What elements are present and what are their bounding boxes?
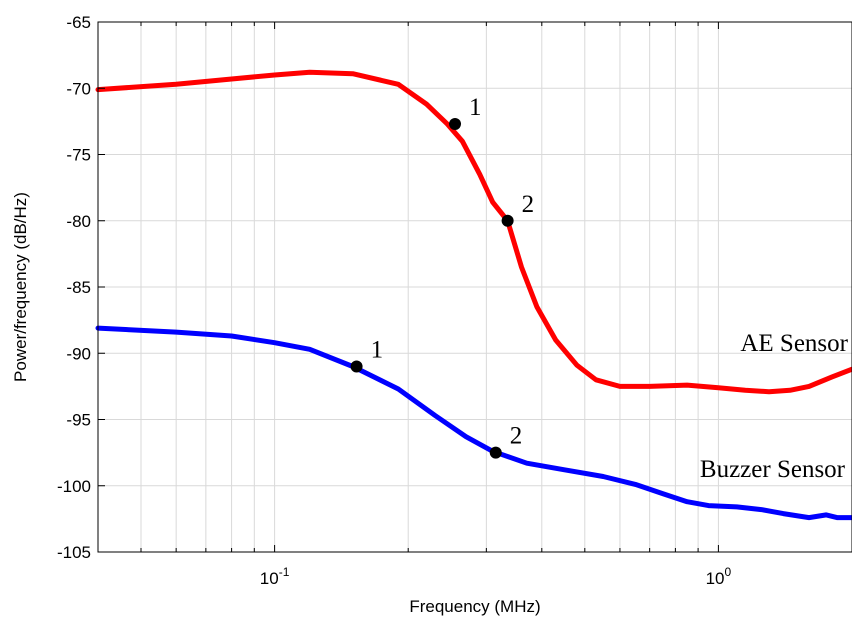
x-tick-label: 100 [706, 565, 732, 588]
marker-label: 1 [469, 94, 482, 121]
x-tick-label: 10-1 [260, 565, 290, 588]
marker-label: 2 [510, 423, 523, 450]
y-tick-label: -95 [66, 411, 91, 430]
x-axis-label: Frequency (MHz) [409, 597, 540, 616]
series-label: Buzzer Sensor [700, 456, 846, 483]
marker-label: 2 [522, 191, 535, 218]
marker-point [502, 215, 514, 227]
y-axis-label: Power/frequency (dB/Hz) [11, 192, 30, 382]
marker-point [490, 447, 502, 459]
y-tick-label: -70 [66, 79, 91, 98]
marker-point [351, 361, 363, 373]
y-tick-label: -90 [66, 344, 91, 363]
y-tick-label: -85 [66, 278, 91, 297]
marker-point [449, 118, 461, 130]
marker-label: 1 [371, 337, 384, 364]
y-tick-label: -65 [66, 13, 91, 32]
y-tick-label: -100 [57, 477, 91, 496]
y-tick-label: -105 [57, 543, 91, 562]
y-tick-label: -75 [66, 146, 91, 165]
y-tick-label: -80 [66, 212, 91, 231]
series-label: AE Sensor [740, 330, 848, 357]
